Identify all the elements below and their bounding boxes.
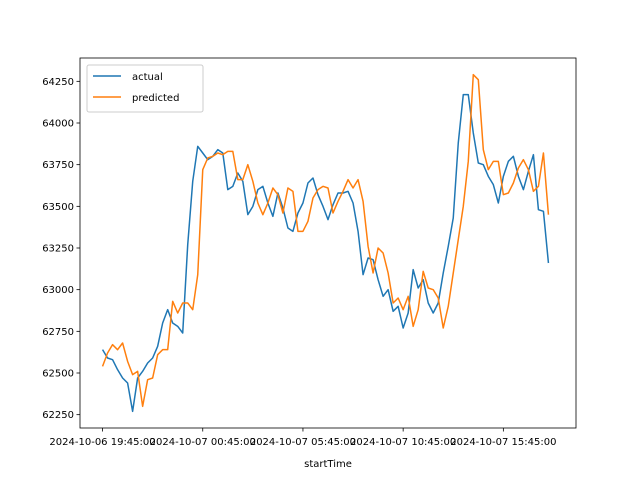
y-tick-label: 64000 [42,119,74,130]
series-line-actual [101,93,550,413]
y-tick-label: 63000 [42,285,74,296]
series-line-predicted [101,73,550,408]
plot-frame [79,57,577,429]
y-tick-label: 62250 [42,410,74,421]
x-tick-label: 2024-10-07 15:45:00 [450,437,556,448]
y-tick-label: 63750 [42,160,74,171]
series-layer [101,73,550,413]
y-axis: 62250 62500 62750 63000 63250 63500 63750 64000… [42,77,80,421]
plot-area [80,58,576,428]
x-tick-label: 2024-10-07 10:45:00 [350,437,456,448]
y-tick-label: 63500 [42,202,74,213]
x-tick-label: 2024-10-06 19:45:00 [49,437,155,448]
legend: actual predicted [86,64,204,113]
x-tick-label: 2024-10-07 00:45:00 [150,437,256,448]
y-tick-label: 64250 [42,77,74,88]
legend-label-predicted: predicted [132,93,179,104]
y-tick-label: 63250 [42,244,74,255]
x-axis-label: startTime [304,459,352,470]
y-tick-label: 62750 [42,327,74,338]
x-tick-label: 2024-10-07 05:45:00 [250,437,356,448]
y-tick-label: 62500 [42,369,74,380]
legend-label-actual: actual [132,72,163,83]
